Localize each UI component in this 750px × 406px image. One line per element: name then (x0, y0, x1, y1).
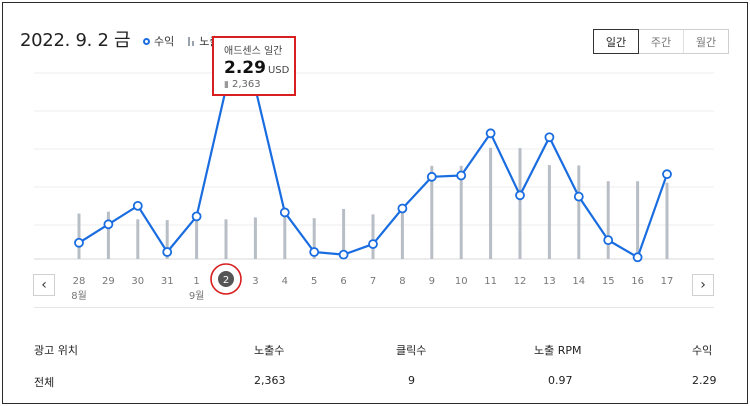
revenue-point (515, 190, 525, 201)
x-tick-label: 9 (429, 276, 435, 287)
impressions-bar (106, 211, 110, 259)
next-button[interactable]: › (692, 274, 714, 296)
impressions-bar (77, 213, 81, 259)
bar-chart-icon: ▮ (224, 80, 229, 90)
revenue-point (426, 171, 437, 182)
x-tick-label: 6 (340, 276, 346, 287)
revenue-point (191, 211, 202, 222)
cell-impressions: 2,363 (254, 374, 286, 387)
revenue-point (132, 200, 143, 211)
impressions-bar (283, 212, 287, 259)
impressions-bar (606, 181, 610, 259)
month-label: 9월 (189, 290, 205, 302)
x-tick-label: 2 (223, 275, 229, 286)
tooltip-unit: USD (267, 65, 290, 76)
x-tick-label: 30 (131, 276, 144, 287)
impressions-bar (136, 219, 140, 259)
selected-day-marker (218, 271, 234, 287)
x-tick-label: 31 (161, 276, 174, 287)
cell-rpm: 0.97 (548, 374, 573, 387)
x-tick-label: 28 (73, 276, 86, 287)
summary-table: 광고 위치 노출수 클릭수 노출 RPM 수익 전체 2,363 9 0.97 … (34, 334, 717, 398)
impressions-bar (165, 220, 169, 259)
divider (34, 307, 714, 308)
chevron-right-icon: › (700, 277, 706, 293)
impressions-bar (636, 181, 640, 259)
impressions-bar (224, 219, 228, 259)
x-tick-label: 12 (514, 276, 527, 287)
header-revenue: 수익 (692, 344, 713, 357)
impressions-legend-icon (188, 36, 196, 46)
x-tick-label: 5 (311, 276, 317, 287)
impressions-bar (430, 165, 434, 259)
tab-monthly[interactable]: 월간 (683, 30, 728, 53)
tab-daily[interactable]: 일간 (593, 29, 639, 54)
tooltip-impressions: ▮ 2,363 (224, 79, 261, 90)
month-label: 8월 (71, 290, 87, 302)
x-tick-label: 4 (282, 276, 288, 287)
x-tick-label: 15 (602, 276, 615, 287)
x-tick-label: 14 (572, 276, 585, 287)
tooltip-label: 애드센스 일간 (224, 46, 283, 57)
x-tick-label: 11 (484, 276, 497, 287)
x-tick-label: 29 (102, 276, 115, 287)
x-tick-label: 17 (661, 276, 674, 287)
revenue-point (309, 247, 320, 257)
revenue-point (74, 237, 84, 248)
header-impressions: 노출수 (254, 344, 285, 357)
impressions-bar (253, 217, 257, 259)
impressions-bar (371, 214, 375, 259)
table-header-row: 광고 위치 노출수 클릭수 노출 RPM 수익 (34, 334, 714, 366)
revenue-point (544, 132, 555, 143)
revenue-point (662, 169, 672, 180)
cell-clicks: 9 (408, 374, 415, 387)
impressions-bar (547, 165, 551, 259)
impressions-bar (459, 165, 463, 259)
period-tabs: 일간 주간 월간 (593, 29, 729, 54)
chart-tooltip: 애드센스 일간 2.29 USD ▮ 2,363 (212, 36, 296, 96)
revenue-point (632, 252, 643, 263)
date-title: 2022. 9. 2 금 (20, 30, 131, 51)
cell-revenue: 2.29 (692, 374, 717, 387)
x-tick-label: 3 (252, 276, 258, 287)
impressions-bar (342, 208, 346, 259)
prev-button[interactable]: ‹ (33, 274, 55, 296)
x-tick-label: 7 (370, 276, 376, 287)
x-tick-label: 13 (543, 276, 556, 287)
header-ad-position: 광고 위치 (34, 344, 78, 357)
table-row: 전체 2,363 9 0.97 2.29 (34, 366, 717, 398)
impressions-bar (665, 182, 669, 259)
revenue-point (162, 247, 173, 257)
x-tick-label: 10 (455, 276, 468, 287)
tab-weekly[interactable]: 주간 (638, 30, 683, 53)
revenue-point (456, 170, 467, 181)
impressions-bar (518, 148, 522, 259)
revenue-point (573, 191, 584, 202)
chevron-left-icon: ‹ (41, 277, 47, 293)
header-clicks: 클릭수 (396, 344, 427, 357)
impressions-bar (400, 204, 404, 259)
header-rpm: 노출 RPM (534, 344, 582, 357)
impressions-bar (312, 218, 316, 259)
impressions-bar (195, 220, 199, 259)
revenue-point (103, 219, 114, 230)
revenue-legend-label: 수익 (154, 35, 175, 48)
revenue-point (397, 203, 408, 214)
revenue-point (603, 235, 614, 246)
revenue-point (485, 128, 496, 139)
x-tick-label: 1 (193, 276, 199, 287)
x-tick-label: 16 (631, 276, 644, 287)
revenue-point (368, 239, 378, 249)
impressions-bar (489, 147, 493, 259)
selected-day-highlight (210, 263, 242, 295)
cell-ad-position: 전체 (34, 376, 55, 389)
impressions-bar (577, 165, 581, 259)
revenue-point (338, 249, 349, 260)
revenue-legend-icon (143, 37, 150, 45)
revenue-point (279, 207, 290, 218)
tooltip-value: 2.29 USD (224, 58, 290, 78)
x-tick-label: 8 (399, 276, 405, 287)
